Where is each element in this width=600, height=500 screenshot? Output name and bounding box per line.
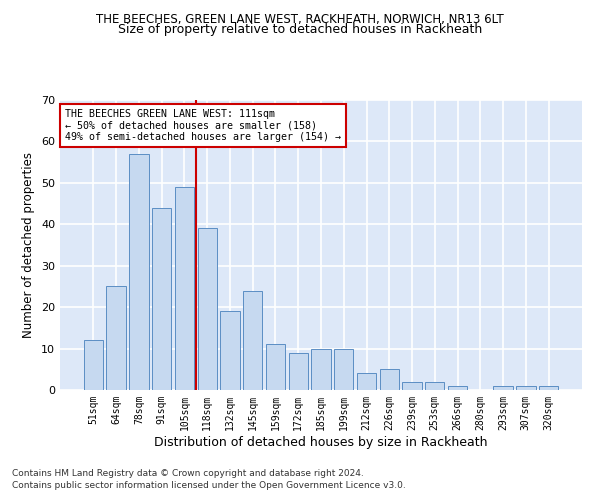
Bar (84, 340, 103, 390)
Bar (425, 382, 445, 390)
Bar (266, 344, 285, 390)
Bar (448, 386, 467, 390)
Bar (493, 386, 513, 390)
Text: Size of property relative to detached houses in Rackheath: Size of property relative to detached ho… (118, 22, 482, 36)
Bar (220, 312, 239, 390)
Bar (289, 352, 308, 390)
Bar (380, 370, 399, 390)
Bar (175, 187, 194, 390)
Text: Distribution of detached houses by size in Rackheath: Distribution of detached houses by size … (154, 436, 488, 449)
Bar (197, 228, 217, 390)
Bar (357, 374, 376, 390)
Bar (243, 290, 262, 390)
Bar (311, 348, 331, 390)
Text: Contains public sector information licensed under the Open Government Licence v3: Contains public sector information licen… (12, 481, 406, 490)
Bar (152, 208, 172, 390)
Bar (539, 386, 558, 390)
Text: THE BEECHES, GREEN LANE WEST, RACKHEATH, NORWICH, NR13 6LT: THE BEECHES, GREEN LANE WEST, RACKHEATH,… (96, 12, 504, 26)
Text: THE BEECHES GREEN LANE WEST: 111sqm
← 50% of detached houses are smaller (158)
4: THE BEECHES GREEN LANE WEST: 111sqm ← 50… (65, 108, 341, 142)
Bar (129, 154, 149, 390)
Text: Contains HM Land Registry data © Crown copyright and database right 2024.: Contains HM Land Registry data © Crown c… (12, 468, 364, 477)
Bar (334, 348, 353, 390)
Bar (516, 386, 536, 390)
Bar (403, 382, 422, 390)
Y-axis label: Number of detached properties: Number of detached properties (22, 152, 35, 338)
Bar (106, 286, 126, 390)
